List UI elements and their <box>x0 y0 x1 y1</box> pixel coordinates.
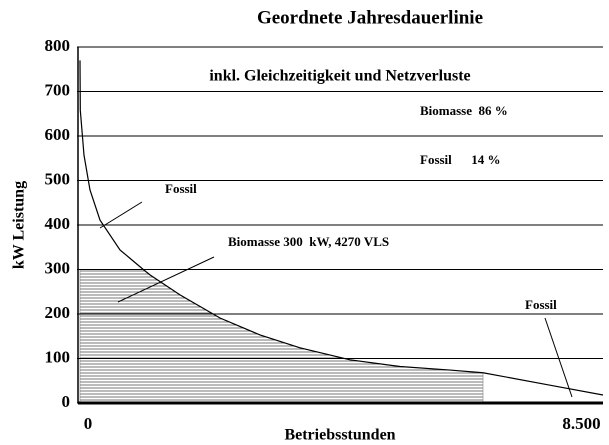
duration-curve <box>79 60 604 396</box>
y-tick-label: 300 <box>45 258 71 277</box>
subtitle: inkl. Gleichzeitigkeit und Netzverluste <box>209 68 470 85</box>
y-tick-label: 0 <box>62 392 71 411</box>
x-tick-label: 0 <box>84 414 93 433</box>
y-tick-label: 100 <box>45 347 71 366</box>
leader-line <box>544 317 573 398</box>
y-tick-label: 600 <box>45 125 71 144</box>
hatched-area <box>79 269 484 404</box>
annotation: Biomasse 86 % <box>420 103 508 118</box>
chart-title: Geordnete Jahresdauerlinie <box>257 7 483 28</box>
x-tick-label: 8.500 <box>562 414 600 433</box>
annotation: Fossil <box>525 297 557 312</box>
leader-line <box>117 256 215 303</box>
annotation: Fossil <box>165 181 197 196</box>
x-axis-label: Betriebsstunden <box>284 427 395 444</box>
y-axis-label: kW Leistung <box>11 181 28 269</box>
y-tick-label: 500 <box>45 169 71 188</box>
leader-line <box>99 201 143 229</box>
y-tick-label: 200 <box>45 303 71 322</box>
y-tick-label: 400 <box>45 214 71 233</box>
annotation: Biomasse 300 kW, 4270 VLS <box>228 234 389 249</box>
y-tick-label: 800 <box>45 36 71 55</box>
y-tick-label: 700 <box>45 80 71 99</box>
annotation: Fossil 14 % <box>420 152 501 167</box>
